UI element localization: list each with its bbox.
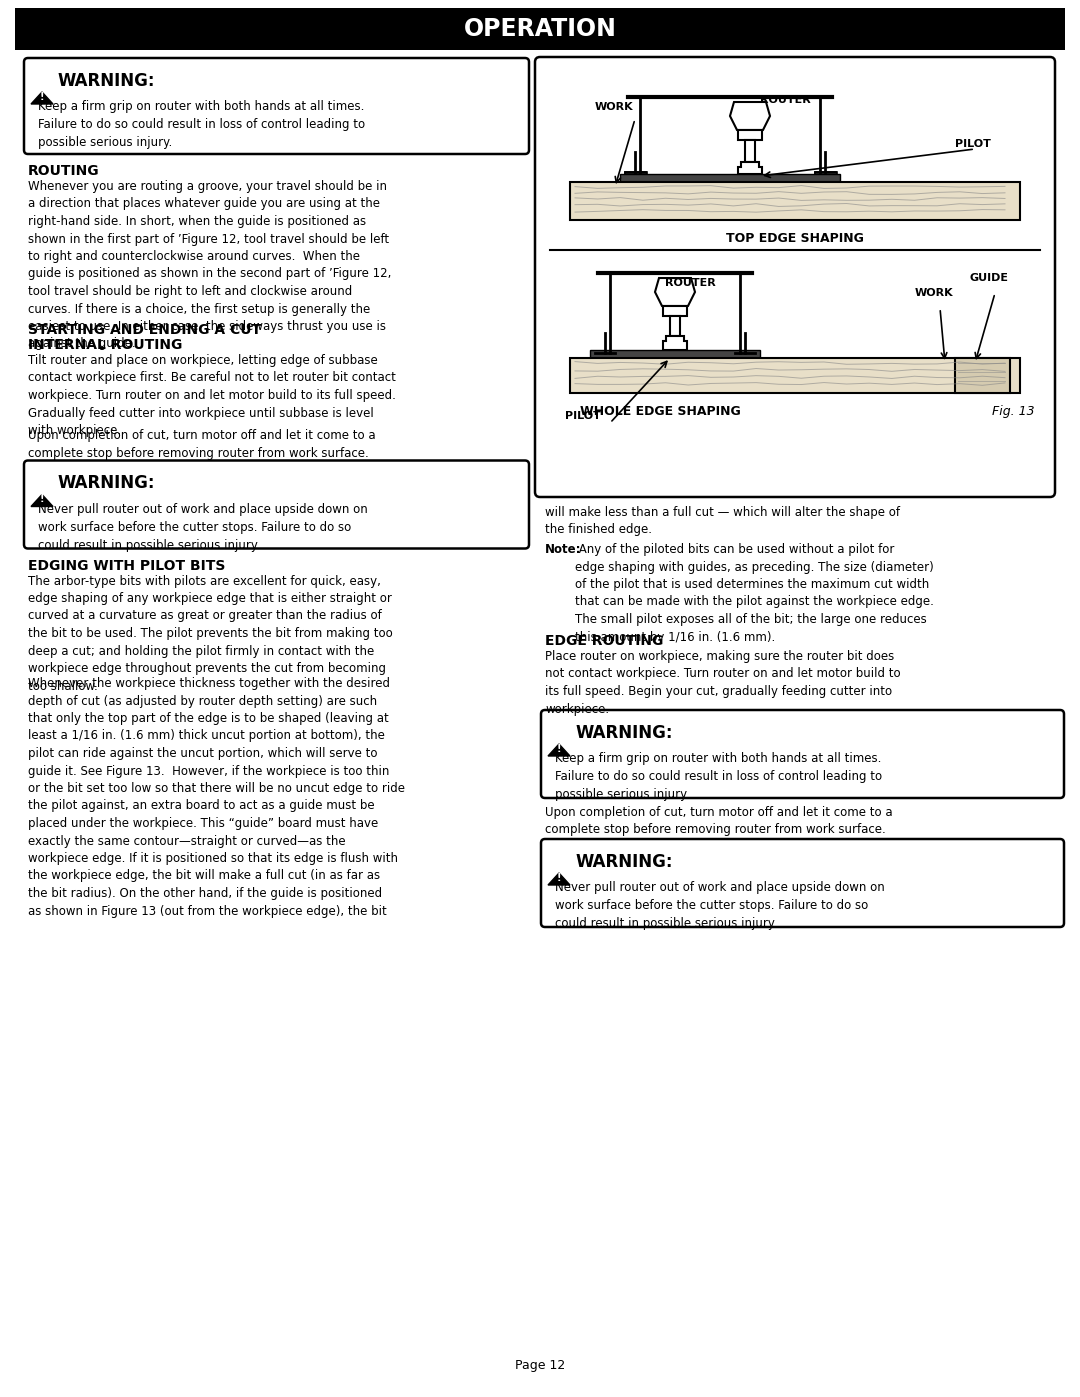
Text: WHOLE EDGE SHAPING: WHOLE EDGE SHAPING [580, 405, 741, 418]
FancyBboxPatch shape [541, 840, 1064, 928]
Text: ROUTING: ROUTING [28, 163, 99, 177]
Bar [570, 358, 1020, 393]
Text: STARTING AND ENDING A CUT: STARTING AND ENDING A CUT [28, 323, 261, 337]
Text: !: ! [40, 92, 44, 102]
Text: will make less than a full cut — which will alter the shape of
the finished edge: will make less than a full cut — which w… [545, 506, 900, 536]
Text: ROUTER: ROUTER [760, 95, 811, 105]
Text: WORK: WORK [915, 288, 954, 298]
Bar [570, 182, 1020, 219]
Text: Place router on workpiece, making sure the router bit does
not contact workpiece: Place router on workpiece, making sure t… [545, 650, 901, 715]
Text: Tilt router and place on workpiece, letting edge of subbase
contact workpiece fi: Tilt router and place on workpiece, lett… [28, 353, 396, 437]
Text: ROUTER: ROUTER [665, 278, 716, 288]
Text: !: ! [40, 495, 44, 504]
Text: Whenever you are routing a groove, your travel should be in
a direction that pla: Whenever you are routing a groove, your … [28, 180, 391, 351]
Text: Upon completion of cut, turn motor off and let it come to a
complete stop before: Upon completion of cut, turn motor off a… [545, 806, 893, 837]
Polygon shape [31, 495, 53, 507]
Text: WARNING:: WARNING: [575, 854, 673, 870]
Text: !: ! [557, 873, 562, 883]
Polygon shape [663, 337, 687, 351]
Text: Keep a firm grip on router with both hands at all times.
Failure to do so could : Keep a firm grip on router with both han… [38, 101, 365, 149]
Text: TOP EDGE SHAPING: TOP EDGE SHAPING [726, 232, 864, 244]
Text: Never pull router out of work and place upside down on
work surface before the c: Never pull router out of work and place … [38, 503, 368, 552]
Bar [735, 353, 757, 360]
Text: WARNING:: WARNING: [58, 73, 156, 89]
Text: Page 12: Page 12 [515, 1359, 565, 1372]
Text: The arbor-type bits with pilots are excellent for quick, easy,
edge shaping of a: The arbor-type bits with pilots are exce… [28, 574, 393, 693]
Text: Whenever the workpiece thickness together with the desired
depth of cut (as adju: Whenever the workpiece thickness togethe… [28, 678, 405, 918]
Bar [590, 351, 760, 358]
Text: Upon completion of cut, turn motor off and let it come to a
complete stop before: Upon completion of cut, turn motor off a… [28, 429, 376, 460]
Text: PILOT: PILOT [955, 138, 990, 149]
Text: EDGE ROUTING: EDGE ROUTING [545, 634, 663, 648]
Text: Fig. 13: Fig. 13 [993, 405, 1035, 418]
Bar [625, 172, 647, 180]
FancyBboxPatch shape [24, 461, 529, 549]
Bar [620, 175, 840, 182]
Polygon shape [738, 162, 762, 175]
Polygon shape [654, 278, 696, 306]
Text: PILOT: PILOT [565, 411, 600, 420]
Text: !: ! [557, 745, 562, 754]
Text: Any of the piloted bits can be used without a pilot for
edge shaping with guides: Any of the piloted bits can be used with… [575, 543, 934, 644]
Text: WARNING:: WARNING: [575, 724, 673, 742]
Polygon shape [730, 102, 770, 130]
Polygon shape [548, 745, 570, 756]
FancyBboxPatch shape [535, 57, 1055, 497]
Text: Never pull router out of work and place upside down on
work surface before the c: Never pull router out of work and place … [555, 882, 885, 930]
Bar [955, 358, 1010, 393]
Text: Note:: Note: [545, 543, 581, 556]
Text: GUIDE: GUIDE [970, 272, 1009, 284]
Text: EDGING WITH PILOT BITS: EDGING WITH PILOT BITS [28, 559, 226, 573]
Polygon shape [548, 873, 570, 886]
Text: OPERATION: OPERATION [463, 17, 617, 41]
FancyBboxPatch shape [541, 710, 1064, 798]
Bar [738, 130, 762, 140]
Text: INTERNAL ROUTING: INTERNAL ROUTING [28, 338, 183, 352]
Text: Keep a firm grip on router with both hands at all times.
Failure to do so could : Keep a firm grip on router with both han… [555, 752, 882, 800]
Text: WORK: WORK [595, 102, 634, 112]
Text: WARNING:: WARNING: [58, 475, 156, 493]
Bar [15, 8, 1065, 50]
Bar [745, 140, 755, 162]
Polygon shape [31, 92, 53, 103]
Bar [670, 316, 680, 337]
Bar [595, 353, 617, 360]
Bar [815, 172, 837, 180]
Bar [663, 306, 687, 316]
FancyBboxPatch shape [24, 59, 529, 154]
